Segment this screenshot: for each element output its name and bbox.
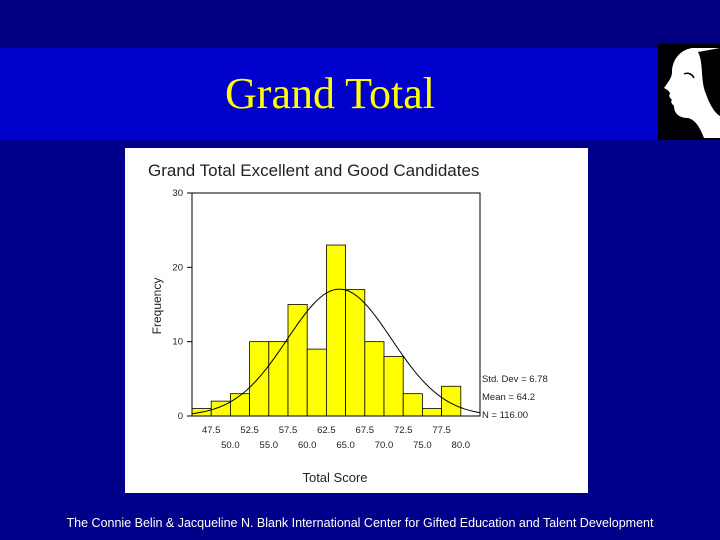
x-tick-label: 80.0 <box>452 440 471 451</box>
stats-box: Std. Dev = 6.78 Mean = 64.2 N = 116.00 <box>482 374 548 421</box>
x-tick-label: 77.5 <box>432 425 451 436</box>
x-tick-label: 52.5 <box>240 425 258 436</box>
y-tick-label: 10 <box>172 337 183 348</box>
plot-frame <box>191 192 481 417</box>
x-tick-label: 67.5 <box>356 425 375 436</box>
histogram-bar <box>364 341 385 417</box>
histogram-bar <box>421 408 442 417</box>
x-axis-label: Total Score <box>302 470 367 485</box>
x-tick-label: 60.0 <box>298 440 317 451</box>
y-tick-label: 0 <box>178 411 183 422</box>
slide-title: Grand Total <box>225 69 435 118</box>
histogram-bar <box>287 304 308 417</box>
chart-panel: Grand Total Excellent and Good Candidate… <box>125 148 588 493</box>
y-tick-label: 20 <box>172 262 183 273</box>
x-tick-label: 70.0 <box>375 440 394 451</box>
y-axis-label: Frequency <box>150 278 164 335</box>
chart-title: Grand Total Excellent and Good Candidate… <box>148 161 480 180</box>
y-tick-label: 30 <box>172 188 183 199</box>
title-band <box>0 48 720 140</box>
x-tick-label: 57.5 <box>279 425 298 436</box>
histogram-bar <box>383 356 404 417</box>
normal-curve <box>191 288 481 415</box>
x-tick-label: 72.5 <box>394 425 413 436</box>
x-tick-label: 55.0 <box>260 440 279 451</box>
histogram-bar <box>441 385 462 417</box>
histogram-bar <box>249 341 270 417</box>
stat-n: N = 116.00 <box>482 410 528 421</box>
histogram-bar <box>402 393 423 417</box>
histogram-chart: 0 10 20 30 47.5 52.5 57.5 62.5 67.5 72.5 77.5 50.0 5… <box>150 188 548 485</box>
x-tick-label: 50.0 <box>221 440 240 451</box>
stat-mean: Mean = 64.2 <box>482 392 535 403</box>
histogram-bar <box>306 348 327 417</box>
x-tick-label: 62.5 <box>317 425 336 436</box>
histogram-bar <box>325 244 346 417</box>
top-bar <box>0 0 720 48</box>
face-profile-logo-icon <box>658 44 720 140</box>
x-tick-label: 47.5 <box>202 425 221 436</box>
histogram-bar <box>230 393 251 417</box>
histogram-bar <box>345 289 366 417</box>
stat-std-dev: Std. Dev = 6.78 <box>482 374 548 385</box>
x-tick-label: 65.0 <box>336 440 355 451</box>
x-tick-label: 75.0 <box>413 440 432 451</box>
footer-credit: The Connie Belin & Jacqueline N. Blank I… <box>66 516 654 530</box>
